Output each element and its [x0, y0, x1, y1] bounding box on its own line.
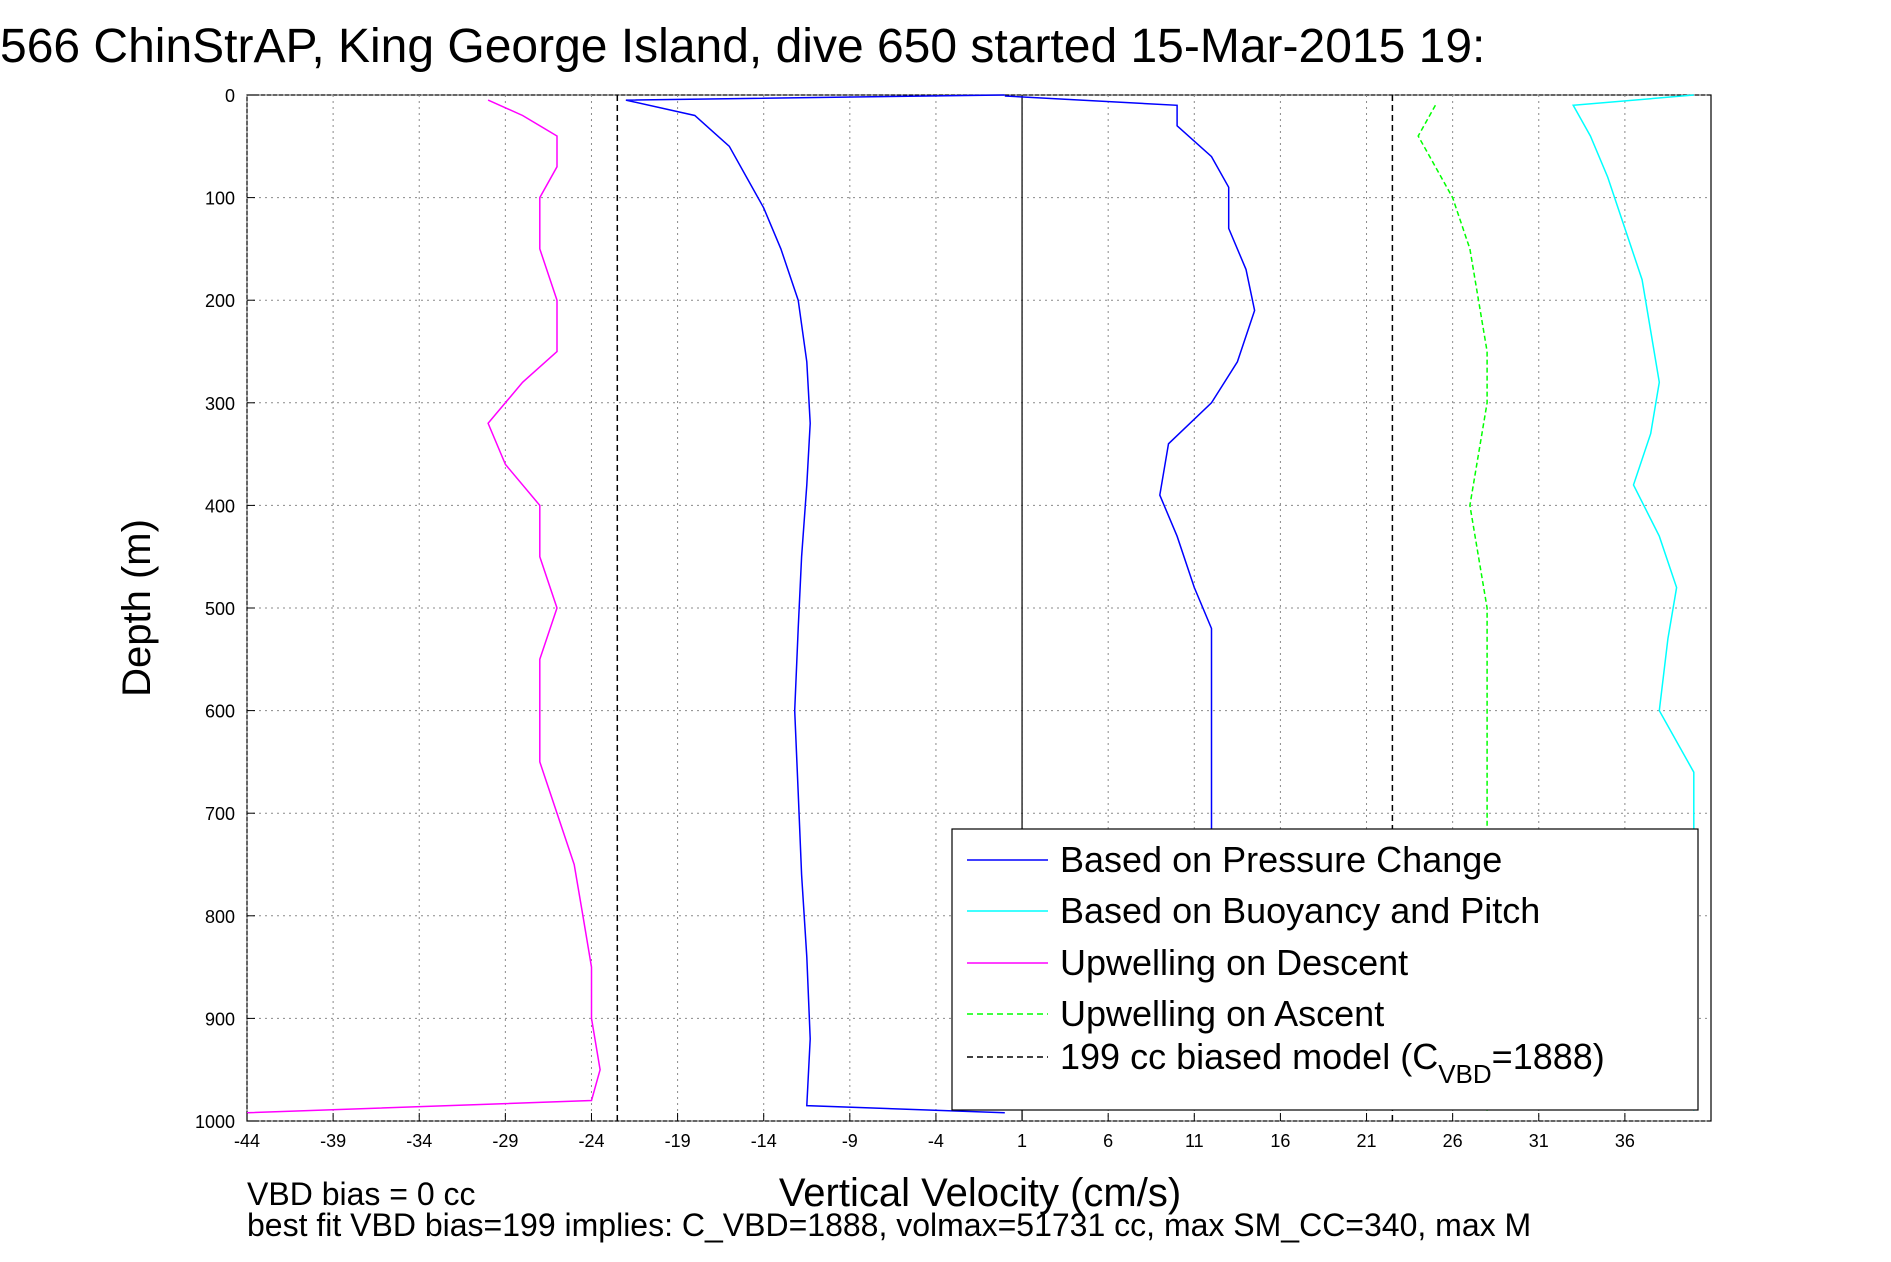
x-tick-label: 6: [1103, 1131, 1113, 1151]
y-tick-label: 700: [205, 804, 235, 824]
y-tick-label: 1000: [195, 1112, 235, 1132]
legend-label: Upwelling on Ascent: [1060, 993, 1384, 1034]
y-tick-label: 500: [205, 599, 235, 619]
x-tick-label: 21: [1357, 1131, 1377, 1151]
x-tick-label: 16: [1270, 1131, 1290, 1151]
legend: Based on Pressure Change Based on Buoyanc…: [952, 829, 1698, 1110]
x-tick-label: -9: [842, 1131, 858, 1151]
x-tick-label: 26: [1443, 1131, 1463, 1151]
x-tick-label: -44: [234, 1131, 260, 1151]
y-tick-label: 900: [205, 1009, 235, 1029]
x-tick-label: -14: [751, 1131, 777, 1151]
x-tick-label: 36: [1615, 1131, 1635, 1151]
y-tick-label: 100: [205, 189, 235, 209]
y-tick-label: 300: [205, 394, 235, 414]
y-tick-label: 200: [205, 291, 235, 311]
chart-title: 566 ChinStrAP, King George Island, dive …: [0, 20, 1485, 73]
legend-label: Based on Pressure Change: [1060, 839, 1502, 880]
x-tick-label: 1: [1017, 1131, 1027, 1151]
y-axis-label: Depth (m): [115, 519, 159, 697]
x-tick-label: -4: [928, 1131, 944, 1151]
x-tick-label: -24: [578, 1131, 604, 1151]
x-tick-label: -34: [406, 1131, 432, 1151]
x-tick-label: -19: [665, 1131, 691, 1151]
x-tick-label: -29: [492, 1131, 518, 1151]
legend-label: Upwelling on Descent: [1060, 942, 1408, 983]
legend-label: Based on Buoyancy and Pitch: [1060, 890, 1540, 931]
y-tick-label: 800: [205, 907, 235, 927]
x-tick-label: 11: [1185, 1131, 1204, 1151]
y-tick-label: 400: [205, 496, 235, 516]
best-fit-note: best fit VBD bias=199 implies: C_VBD=188…: [247, 1207, 1531, 1243]
y-tick-label: 0: [225, 86, 235, 106]
y-tick-label: 600: [205, 702, 235, 722]
x-tick-label: 31: [1529, 1131, 1549, 1151]
x-tick-label: -39: [320, 1131, 346, 1151]
